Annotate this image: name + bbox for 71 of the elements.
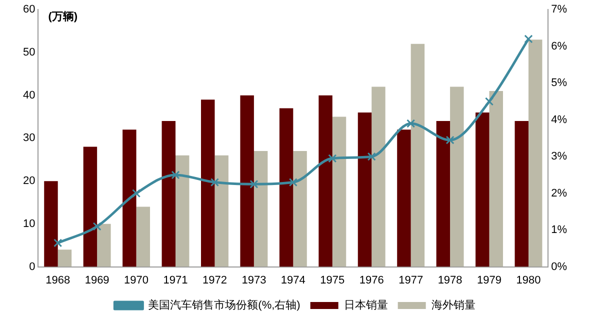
bar [162,121,176,267]
bar [436,121,450,267]
x-tick-label: 1975 [320,274,345,286]
y2-tick-label: 2% [551,187,568,200]
y2-tick-label: 3% [551,150,568,163]
x-tick-label: 1969 [84,274,110,286]
x-tick-label: 1972 [202,274,227,286]
x-tick-label: 1971 [163,274,188,286]
bar [372,86,386,267]
legend-label: 海外销量 [431,300,476,312]
legend-label: 日本销量 [344,298,388,312]
y-tick-label: 0 [29,260,36,273]
bar [201,100,215,267]
bar [489,91,503,267]
point [524,34,533,44]
y-tick-label: 20 [22,175,36,188]
x-tick-label: 1974 [280,274,306,286]
bar [293,151,307,267]
bar [122,130,136,267]
y2-tick-label: 4% [551,114,568,126]
bar [214,155,228,267]
y2-tick-label: 1% [551,224,568,236]
x-tick-label: 1978 [438,274,462,286]
x-tick-label: 1979 [477,274,502,286]
y-axis-title: (万辆) [48,10,78,24]
point [92,222,102,231]
point [288,178,298,187]
y2-tick-label: 0% [551,260,568,273]
point [250,180,258,188]
y-tick-label: 50 [22,46,36,58]
y-tick-label: 40 [22,89,36,102]
point [54,238,62,248]
bar [410,44,425,267]
point [132,189,141,198]
bar [44,181,58,267]
bar [358,112,372,267]
legend-label: 美国汽车销售市场份额(%,右轴) [148,298,300,312]
point [367,152,376,161]
bar [97,224,111,267]
bar [83,146,98,267]
point [484,97,494,106]
point [171,170,180,180]
y2-tick-label: 6% [551,40,568,52]
x-tick-label: 1973 [242,274,266,286]
bar [254,151,268,267]
bar [332,116,346,267]
bar [240,95,254,267]
bar [397,130,411,267]
y-tick-label: 30 [22,132,36,144]
point [328,154,337,163]
bar [279,108,294,267]
bar [58,250,72,267]
x-tick-label: 1977 [398,274,424,286]
bar [450,86,464,267]
bar [528,40,542,267]
bar [176,155,190,267]
bar [476,112,490,267]
point [446,136,454,144]
bar [136,206,150,267]
bar [318,95,332,267]
point [210,178,220,187]
x-tick-label: 1980 [516,274,541,286]
x-tick-label: 1976 [359,274,384,286]
bar [514,121,528,267]
x-tick-label: 1968 [46,274,70,286]
y-tick-label: 60 [22,4,36,16]
y2-tick-label: 7% [551,4,568,16]
y2-tick-label: 5% [551,77,568,90]
y-tick-label: 10 [22,218,36,230]
point [406,119,416,128]
x-tick-label: 1970 [124,274,149,286]
